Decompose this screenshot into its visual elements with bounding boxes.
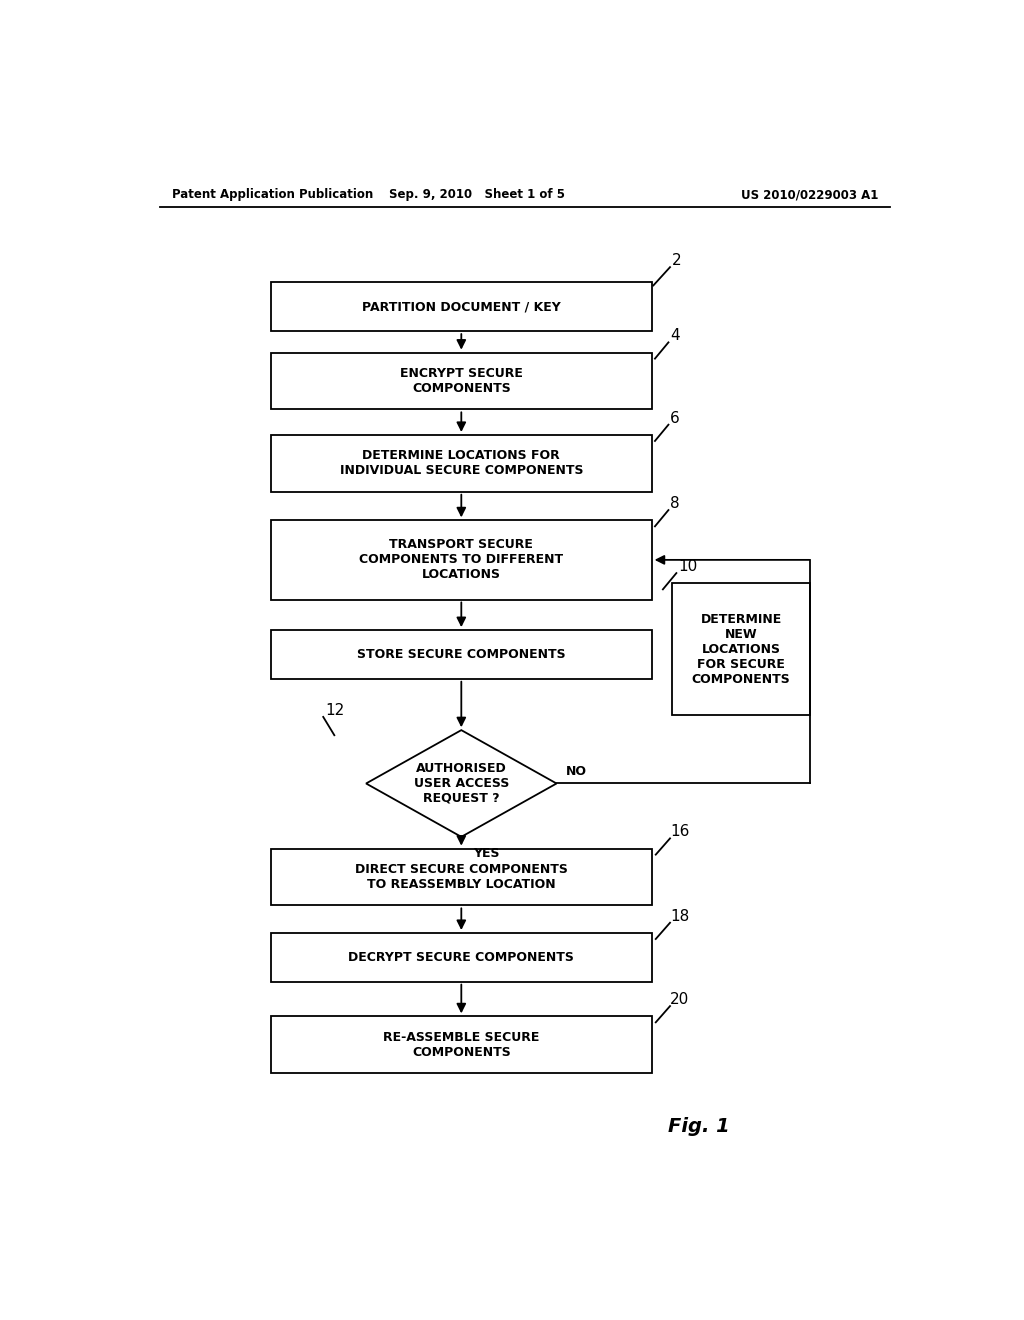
Text: Fig. 1: Fig. 1 [668,1117,729,1137]
Text: PARTITION DOCUMENT / KEY: PARTITION DOCUMENT / KEY [361,300,561,313]
Text: TRANSPORT SECURE
COMPONENTS TO DIFFERENT
LOCATIONS: TRANSPORT SECURE COMPONENTS TO DIFFERENT… [359,539,563,581]
Text: ENCRYPT SECURE
COMPONENTS: ENCRYPT SECURE COMPONENTS [400,367,522,395]
Polygon shape [367,730,557,837]
Bar [672,583,811,715]
Text: NO: NO [566,766,587,779]
Text: 4: 4 [670,329,680,343]
Bar [270,520,651,599]
Text: 6: 6 [670,411,680,425]
Text: 2: 2 [672,253,681,268]
Text: DECRYPT SECURE COMPONENTS: DECRYPT SECURE COMPONENTS [348,950,574,964]
Bar [270,849,651,906]
Text: 12: 12 [325,702,344,718]
Text: 10: 10 [678,560,697,574]
Text: STORE SECURE COMPONENTS: STORE SECURE COMPONENTS [357,648,565,661]
Bar [270,630,651,678]
Text: 16: 16 [670,824,689,840]
Text: US 2010/0229003 A1: US 2010/0229003 A1 [740,189,878,202]
Text: Patent Application Publication: Patent Application Publication [172,189,373,202]
Bar [270,282,651,331]
Text: DETERMINE
NEW
LOCATIONS
FOR SECURE
COMPONENTS: DETERMINE NEW LOCATIONS FOR SECURE COMPO… [691,612,791,686]
Bar [270,352,651,409]
Text: 8: 8 [670,496,680,511]
Text: DETERMINE LOCATIONS FOR
INDIVIDUAL SECURE COMPONENTS: DETERMINE LOCATIONS FOR INDIVIDUAL SECUR… [340,449,583,478]
Text: 18: 18 [670,908,689,924]
Text: DIRECT SECURE COMPONENTS
TO REASSEMBLY LOCATION: DIRECT SECURE COMPONENTS TO REASSEMBLY L… [355,863,567,891]
Text: Sep. 9, 2010   Sheet 1 of 5: Sep. 9, 2010 Sheet 1 of 5 [389,189,565,202]
Bar [270,933,651,982]
Text: AUTHORISED
USER ACCESS
REQUEST ?: AUTHORISED USER ACCESS REQUEST ? [414,762,509,805]
Text: 20: 20 [670,993,689,1007]
Bar [270,1016,651,1073]
Bar [270,434,651,492]
Text: YES: YES [473,847,500,861]
Text: RE-ASSEMBLE SECURE
COMPONENTS: RE-ASSEMBLE SECURE COMPONENTS [383,1031,540,1059]
